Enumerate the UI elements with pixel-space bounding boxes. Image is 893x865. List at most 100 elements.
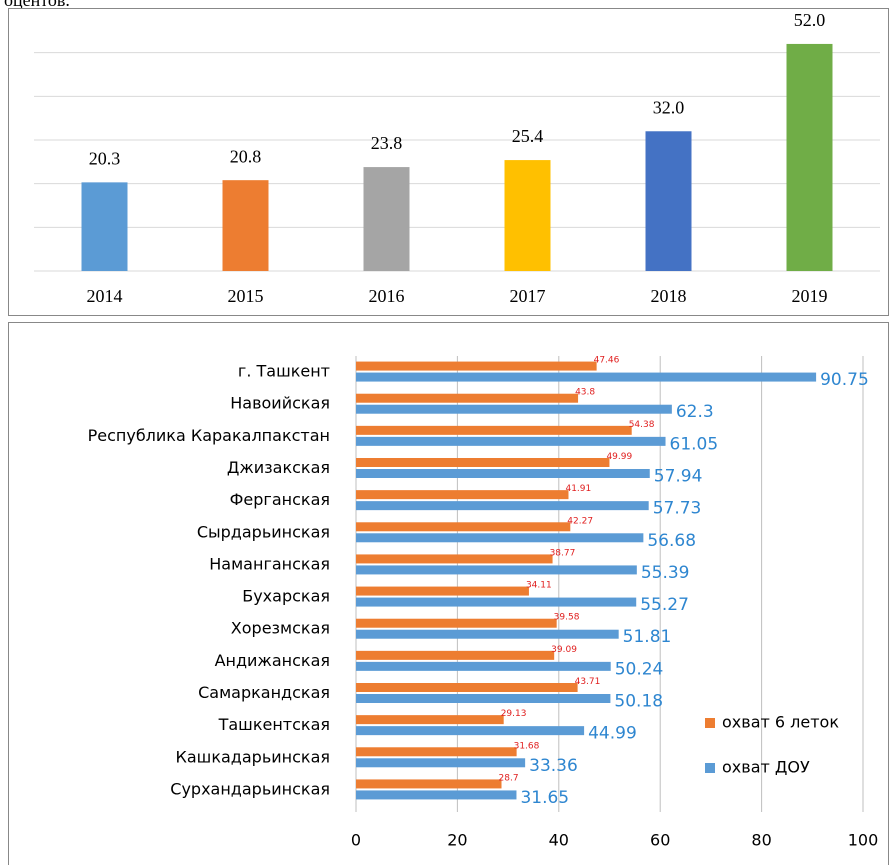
data-label: 29.13	[501, 709, 527, 719]
data-label: 62.3	[676, 402, 714, 422]
bar	[356, 393, 579, 403]
x-tick-label: 0	[351, 831, 361, 850]
bar	[356, 522, 571, 532]
bar	[356, 554, 553, 564]
data-label: 57.73	[653, 499, 702, 519]
bar	[356, 361, 597, 371]
x-tick-label: 2019	[792, 286, 828, 306]
y-tick-label: Джизакская	[227, 458, 330, 477]
data-label: 31.65	[520, 788, 569, 808]
bar	[356, 779, 502, 789]
y-tick-label: Андижанская	[215, 651, 330, 670]
y-tick-label: Республика Каракалпакстан	[88, 426, 330, 445]
bar	[356, 436, 666, 446]
y-tick-label: Наманганская	[209, 554, 330, 573]
data-label: 55.27	[640, 595, 689, 615]
bar	[356, 618, 557, 628]
data-label: 38.77	[550, 548, 576, 558]
y-tick-label: Хорезмская	[231, 619, 330, 638]
x-tick-label: 100	[848, 831, 879, 850]
bar	[81, 182, 128, 271]
data-label: 34.11	[526, 581, 552, 591]
bar	[504, 160, 551, 271]
bar	[356, 661, 611, 671]
data-label: 55.39	[641, 563, 690, 583]
bar	[356, 533, 644, 543]
x-tick-label: 2015	[228, 286, 264, 306]
data-label: 61.05	[670, 434, 719, 454]
x-tick-label: 20	[447, 831, 467, 850]
data-label: 25.4	[512, 126, 544, 146]
x-tick-label: 80	[751, 831, 771, 850]
x-tick-label: 2016	[369, 286, 405, 306]
data-label: 32.0	[653, 97, 685, 117]
bar	[356, 726, 585, 736]
bar	[356, 372, 817, 382]
bar	[356, 715, 504, 725]
data-label: 54.38	[629, 420, 655, 430]
bar	[786, 43, 833, 271]
bar	[356, 597, 637, 607]
data-label: 42.27	[567, 516, 593, 526]
data-label: 28.7	[499, 773, 519, 783]
bar	[356, 758, 526, 768]
y-tick-label: Сурхандарьинская	[170, 779, 330, 798]
data-label: 56.68	[647, 531, 696, 551]
x-tick-label: 40	[549, 831, 569, 850]
legend-swatch	[705, 718, 715, 728]
bar	[356, 790, 517, 800]
bar	[356, 469, 650, 478]
data-label: 23.8	[371, 133, 403, 153]
data-label: 57.94	[654, 467, 703, 487]
bar	[356, 586, 529, 596]
data-label: 39.09	[551, 645, 577, 655]
bar	[356, 425, 632, 435]
data-label: 50.24	[615, 659, 664, 679]
page-text: оцентов.	[4, 0, 70, 10]
bar	[356, 490, 569, 500]
bar	[356, 683, 578, 692]
bar	[356, 629, 619, 639]
bar	[356, 694, 611, 703]
y-tick-label: Бухарская	[242, 587, 330, 606]
data-label: 49.99	[606, 452, 632, 462]
data-label: 52.0	[794, 10, 826, 30]
legend-label: охват ДОУ	[722, 758, 810, 777]
data-label: 20.3	[89, 148, 121, 168]
y-tick-label: Сырдарьинская	[197, 522, 330, 541]
bar	[356, 747, 517, 757]
data-label: 39.58	[554, 613, 580, 623]
data-label: 41.91	[565, 484, 591, 494]
bar	[363, 167, 410, 271]
bar	[222, 180, 269, 271]
x-tick-label: 60	[650, 831, 670, 850]
bar	[356, 404, 672, 414]
y-tick-label: г. Ташкент	[238, 362, 330, 381]
bar	[356, 565, 637, 575]
data-label: 90.75	[820, 370, 869, 390]
chart-frame	[8, 8, 889, 316]
data-label: 33.36	[529, 756, 578, 776]
y-tick-label: Самаркандская	[198, 683, 330, 702]
legend-swatch	[705, 763, 715, 773]
data-label: 44.99	[588, 724, 637, 744]
y-tick-label: Кашкадарьинская	[176, 747, 330, 766]
bar	[356, 650, 555, 660]
x-tick-label: 2014	[87, 286, 123, 306]
data-label: 47.46	[594, 356, 620, 366]
bar	[356, 501, 649, 511]
legend-label: охват 6 леток	[722, 713, 839, 732]
data-label: 43.8	[575, 388, 595, 398]
y-tick-label: Ферганская	[230, 490, 330, 509]
data-label: 50.18	[614, 692, 663, 712]
bar	[356, 458, 610, 467]
data-label: 51.81	[623, 627, 672, 647]
x-tick-label: 2018	[651, 286, 687, 306]
data-label: 31.68	[514, 741, 540, 751]
data-label: 20.8	[230, 146, 262, 166]
y-tick-label: Навоийская	[230, 394, 330, 413]
data-label: 43.71	[575, 677, 601, 687]
y-tick-label: Ташкентская	[218, 715, 330, 734]
